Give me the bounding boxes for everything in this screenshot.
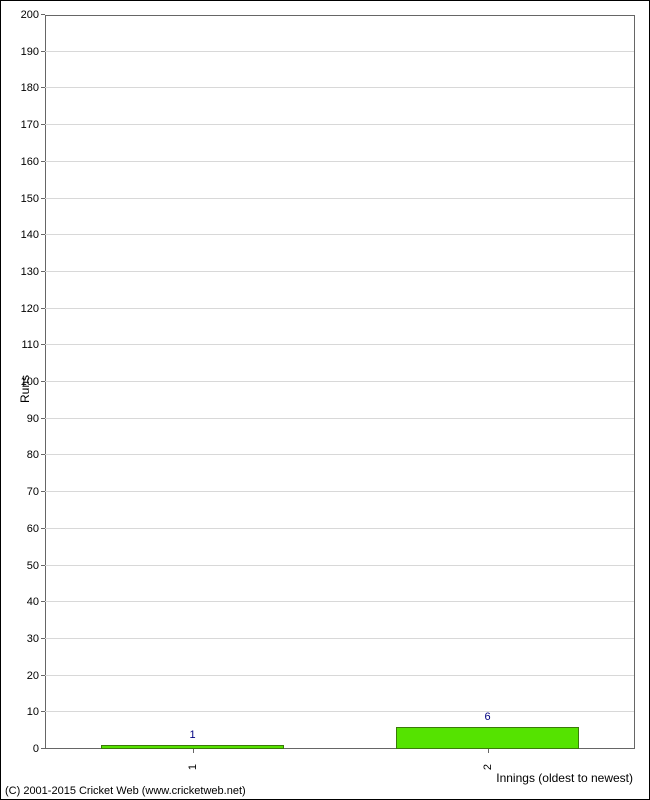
plot-area: 0102030405060708090100110120130140150160… (45, 15, 635, 749)
x-tick-label: 1 (187, 764, 199, 770)
gridline (45, 381, 634, 382)
y-tick-mark (41, 491, 45, 492)
y-tick-mark (41, 14, 45, 15)
y-tick-label: 30 (27, 633, 39, 645)
gridline (45, 198, 634, 199)
y-tick-label: 10 (27, 706, 39, 718)
y-tick-mark (41, 675, 45, 676)
gridline (45, 675, 634, 676)
y-tick-label: 0 (33, 743, 39, 755)
y-tick-label: 40 (27, 596, 39, 608)
gridline (45, 601, 634, 602)
y-tick-label: 180 (21, 82, 39, 94)
gridline (45, 161, 634, 162)
x-axis-title: Innings (oldest to newest) (496, 771, 633, 785)
y-tick-mark (41, 638, 45, 639)
bar (396, 727, 579, 749)
y-tick-mark (41, 234, 45, 235)
gridline (45, 87, 634, 88)
y-tick-label: 130 (21, 266, 39, 278)
y-tick-mark (41, 51, 45, 52)
y-tick-mark (41, 87, 45, 88)
gridline (45, 308, 634, 309)
y-tick-label: 120 (21, 303, 39, 315)
gridline (45, 565, 634, 566)
y-tick-mark (41, 565, 45, 566)
y-tick-mark (41, 748, 45, 749)
y-tick-mark (41, 198, 45, 199)
y-tick-mark (41, 124, 45, 125)
gridline (45, 638, 634, 639)
chart-frame: 0102030405060708090100110120130140150160… (0, 0, 650, 800)
gridline (45, 528, 634, 529)
y-axis-line (45, 16, 46, 749)
y-tick-label: 160 (21, 156, 39, 168)
bar-value-label: 1 (189, 729, 195, 741)
copyright-text: (C) 2001-2015 Cricket Web (www.cricketwe… (5, 785, 246, 797)
y-tick-label: 50 (27, 560, 39, 572)
y-axis-title: Runs (18, 375, 32, 403)
y-tick-label: 150 (21, 193, 39, 205)
gridline (45, 491, 634, 492)
y-tick-mark (41, 528, 45, 529)
gridline (45, 51, 634, 52)
y-tick-mark (41, 344, 45, 345)
y-tick-label: 200 (21, 9, 39, 21)
x-tick-label: 2 (482, 764, 494, 770)
y-tick-label: 190 (21, 46, 39, 58)
gridline (45, 344, 634, 345)
y-tick-label: 170 (21, 119, 39, 131)
gridline (45, 271, 634, 272)
y-tick-label: 90 (27, 413, 39, 425)
gridline (45, 711, 634, 712)
y-tick-label: 20 (27, 670, 39, 682)
y-tick-mark (41, 454, 45, 455)
y-tick-label: 60 (27, 523, 39, 535)
gridline (45, 418, 634, 419)
y-tick-mark (41, 418, 45, 419)
y-tick-mark (41, 711, 45, 712)
y-tick-label: 110 (21, 339, 39, 351)
bar (101, 745, 284, 749)
gridline (45, 234, 634, 235)
x-tick-mark (488, 749, 489, 753)
y-tick-mark (41, 308, 45, 309)
y-tick-label: 140 (21, 229, 39, 241)
bar-value-label: 6 (484, 711, 490, 723)
y-tick-label: 70 (27, 486, 39, 498)
gridline (45, 124, 634, 125)
x-tick-mark (193, 749, 194, 753)
y-tick-label: 80 (27, 449, 39, 461)
y-tick-mark (41, 381, 45, 382)
y-tick-mark (41, 161, 45, 162)
gridline (45, 454, 634, 455)
y-tick-mark (41, 271, 45, 272)
y-tick-mark (41, 601, 45, 602)
